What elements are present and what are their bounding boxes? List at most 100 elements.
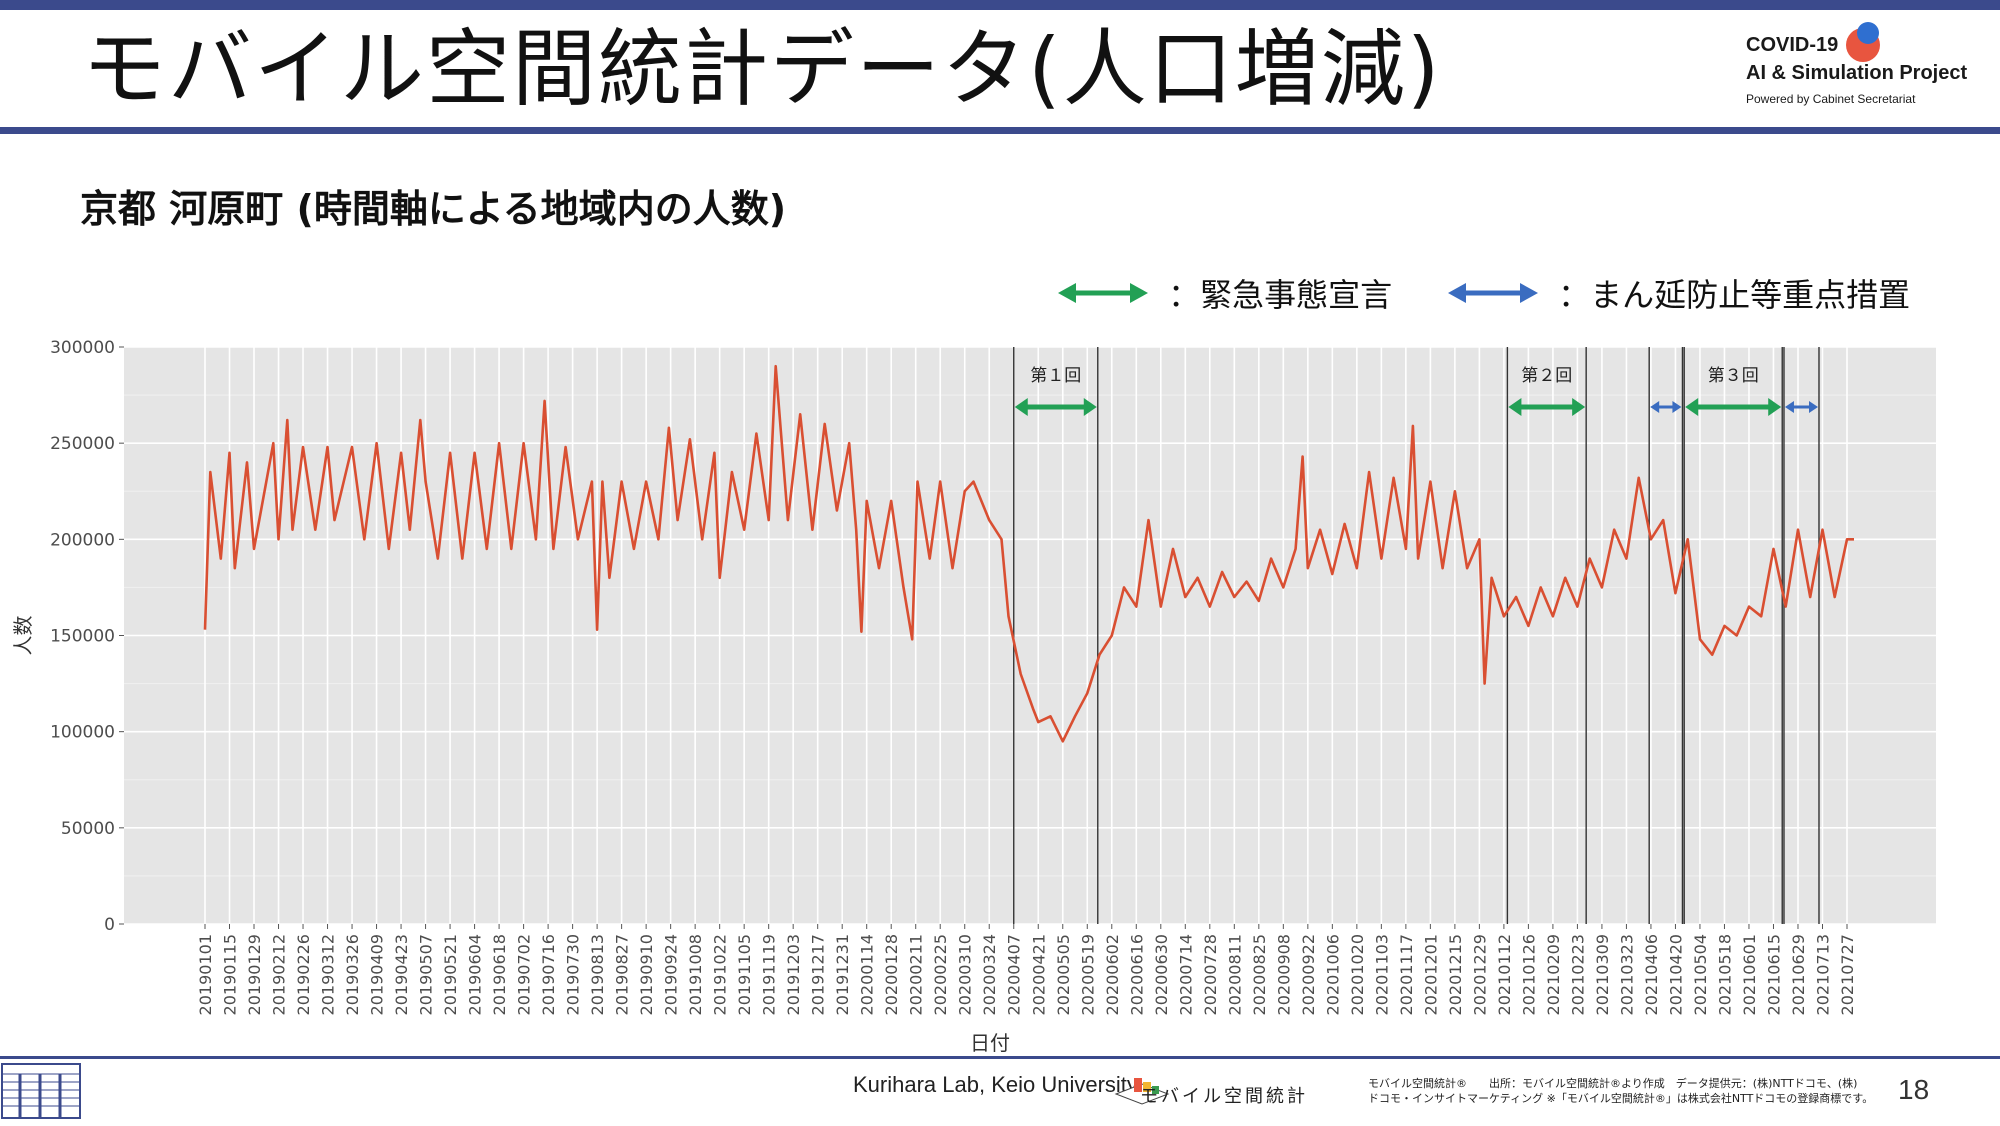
- lab-logo-icon: [1, 1063, 81, 1119]
- x-tick-label: 20191231: [833, 934, 852, 1015]
- x-tick-label: 20191119: [760, 934, 779, 1015]
- title-divider: [0, 127, 2000, 134]
- period-arrow-right-head: [1768, 398, 1782, 416]
- footer-source-line2: ドコモ・インサイトマーケティング ※「モバイル空間統計®」は株式会社NTTドコモ…: [1368, 1092, 1874, 1105]
- period-arrow-left-head: [1014, 398, 1028, 416]
- x-tick-label: 20201103: [1372, 934, 1391, 1015]
- x-tick-label: 20190226: [294, 934, 313, 1015]
- x-tick-label: 20190827: [613, 934, 632, 1015]
- x-tick-label: 20200505: [1054, 934, 1073, 1015]
- y-axis-title: 人数: [11, 616, 35, 656]
- x-tick-label: 20190702: [515, 934, 534, 1015]
- x-tick-label: 20200128: [882, 934, 901, 1015]
- x-tick-label: 20210406: [1642, 934, 1661, 1015]
- x-tick-label: 20210727: [1838, 934, 1857, 1015]
- x-axis-title: 日付: [970, 1031, 1010, 1055]
- x-tick-label: 20190115: [221, 934, 240, 1015]
- project-logo: COVID-19 AI & Simulation Project Powered…: [1746, 22, 1986, 114]
- legend-emergency-label: ：緊急事態宣言: [1168, 276, 1393, 314]
- footer-source: モバイル空間統計® 出所：モバイル空間統計®より作成 データ提供元：(株)NTT…: [1368, 1076, 1873, 1106]
- logo-line2: AI & Simulation Project: [1746, 62, 1968, 84]
- x-tick-label: 20210420: [1666, 934, 1685, 1015]
- period-arrow-right-head: [1083, 398, 1097, 416]
- x-tick-label: 20200811: [1225, 934, 1244, 1015]
- x-tick-label: 20200825: [1250, 934, 1269, 1015]
- top-accent-bar: [0, 0, 2000, 10]
- series-line: [203, 364, 1854, 743]
- x-tick-label: 20200616: [1127, 934, 1146, 1015]
- footer-mobile-stats: モバイル空間統計: [1140, 1086, 1308, 1107]
- x-tick-label: 20190101: [196, 934, 215, 1015]
- period-arrow-right-head: [1572, 398, 1586, 416]
- x-tick-label: 20200310: [956, 934, 975, 1015]
- x-tick-label: 20200714: [1176, 934, 1195, 1015]
- x-tick-label: 20200728: [1201, 934, 1220, 1015]
- x-tick-label: 20190507: [417, 934, 436, 1015]
- x-tick-label: 20201020: [1348, 934, 1367, 1015]
- period-label: 第２回: [1521, 366, 1572, 386]
- period-arrow-right-head: [1808, 401, 1818, 413]
- footer-divider: [0, 1056, 2000, 1059]
- x-tick-label: 20210615: [1764, 934, 1783, 1015]
- y-tick-label: 50000: [61, 819, 115, 839]
- logo-line1: COVID-19: [1746, 34, 1839, 56]
- footer-source-line1: モバイル空間統計® 出所：モバイル空間統計®より作成 データ提供元：(株)NTT…: [1368, 1077, 1858, 1090]
- x-tick-label: 20210323: [1617, 934, 1636, 1015]
- x-tick-label: 20200519: [1078, 934, 1097, 1015]
- x-tick-label: 20210601: [1740, 934, 1759, 1015]
- x-tick-label: 20190521: [441, 934, 460, 1015]
- logo-line3: Powered by Cabinet Secretariat: [1746, 92, 1916, 106]
- period-arrow-left-head: [1650, 401, 1660, 413]
- x-tick-label: 20210309: [1593, 934, 1612, 1015]
- x-tick-label: 20201229: [1470, 934, 1489, 1015]
- x-tick-label: 20190212: [270, 934, 289, 1015]
- period-arrow-left-head: [1685, 398, 1699, 416]
- x-tick-label: 20191105: [735, 934, 754, 1015]
- x-tick-label: 20200324: [980, 934, 999, 1015]
- x-tick-label: 20191008: [686, 934, 705, 1015]
- x-tick-label: 20190326: [343, 934, 362, 1015]
- x-tick-label: 20210713: [1813, 934, 1832, 1015]
- page-number: 18: [1898, 1074, 1930, 1105]
- x-tick-label: 20190409: [368, 934, 387, 1015]
- x-tick-label: 20210504: [1691, 934, 1710, 1015]
- x-tick-label: 20190129: [245, 934, 264, 1015]
- blue-double-arrow-icon: [1448, 283, 1538, 303]
- logo-blue-dot-icon: [1857, 22, 1879, 44]
- chart-subtitle: 京都 河原町 (時間軸による地域内の人数): [80, 187, 787, 231]
- x-tick-label: 20201201: [1421, 934, 1440, 1015]
- x-tick-label: 20191022: [711, 934, 730, 1015]
- x-tick-label: 20201006: [1323, 934, 1342, 1015]
- x-tick-label: 20200630: [1152, 934, 1171, 1015]
- mobile-stats-logo-icon: [1114, 1078, 1170, 1105]
- footer-credit: Kurihara Lab, Keio University: [853, 1072, 1138, 1097]
- x-tick-label: 20210223: [1568, 934, 1587, 1015]
- period-arrow-right-head: [1672, 401, 1682, 413]
- y-tick-label: 150000: [50, 627, 115, 647]
- x-tick-label: 20210126: [1519, 934, 1538, 1015]
- legend-priority: ：まん延防止等重点措置: [1448, 270, 1910, 320]
- y-tick-label: 250000: [50, 434, 115, 454]
- x-tick-label: 20210209: [1544, 934, 1563, 1015]
- x-tick-label: 20200922: [1299, 934, 1318, 1015]
- x-tick-label: 20190910: [637, 934, 656, 1015]
- x-tick-label: 20200114: [858, 934, 877, 1015]
- x-tick-label: 20190716: [539, 934, 558, 1015]
- lab-logo: [0, 1062, 82, 1122]
- y-tick-label: 300000: [50, 338, 115, 358]
- x-tick-label: 20200602: [1103, 934, 1122, 1015]
- x-tick-label: 20190604: [466, 934, 485, 1015]
- x-tick-label: 20210518: [1715, 934, 1734, 1015]
- legend-priority-label: ：まん延防止等重点措置: [1558, 276, 1911, 314]
- y-tick-label: 200000: [50, 530, 115, 550]
- green-double-arrow-icon: [1058, 283, 1148, 303]
- x-tick-label: 20191217: [809, 934, 828, 1015]
- x-tick-label: 20200407: [1005, 934, 1024, 1015]
- x-tick-label: 20190423: [392, 934, 411, 1015]
- y-tick-label: 100000: [50, 723, 115, 743]
- x-tick-label: 20190618: [490, 934, 509, 1015]
- x-tick-label: 20200908: [1274, 934, 1293, 1015]
- x-tick-label: 20200225: [931, 934, 950, 1015]
- x-tick-label: 20190312: [319, 934, 338, 1015]
- x-tick-label: 20210112: [1495, 934, 1514, 1015]
